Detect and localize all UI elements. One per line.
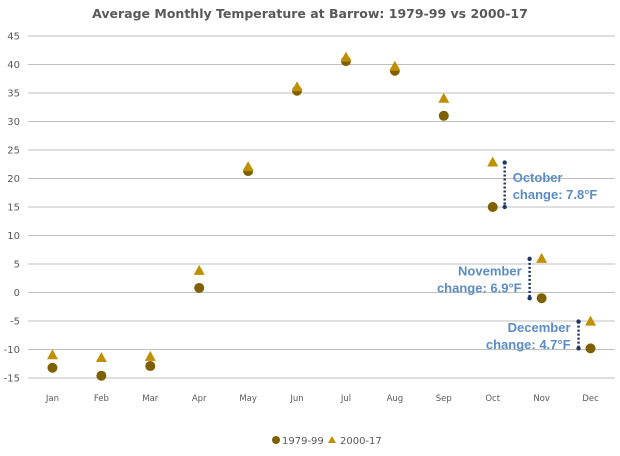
y-tick-label: 0 — [14, 288, 20, 299]
legend-marker-1979-99 — [272, 436, 280, 444]
change-line-cap — [576, 319, 581, 324]
y-tick-label: -15 — [4, 374, 20, 385]
change-line-cap — [502, 204, 507, 210]
y-tick-label: 15 — [7, 203, 20, 214]
x-tick-label: Mar — [142, 394, 159, 404]
x-tick-label: Oct — [485, 394, 500, 404]
point-2000-17 — [389, 60, 401, 71]
x-tick-label: May — [239, 394, 257, 404]
y-tick-label: 40 — [7, 60, 20, 71]
point-2000-17 — [95, 352, 107, 363]
point-1979-99 — [536, 293, 547, 304]
x-axis: Jan Feb Mar Apr May Jun Jul Aug Sep Oct Nov Dec — [45, 394, 599, 404]
point-1979-99 — [585, 343, 596, 354]
annotation-label-Oct: October — [513, 170, 563, 185]
annotation-label-Dec: December — [508, 320, 571, 335]
point-2000-17 — [144, 350, 156, 361]
point-1979-99 — [96, 370, 107, 381]
point-2000-17 — [536, 252, 548, 263]
point-2000-17 — [193, 264, 205, 275]
legend-label-1979-99: 1979-99 — [282, 436, 324, 447]
change-line-cap — [576, 346, 581, 351]
x-tick-label: Apr — [192, 394, 207, 404]
legend: 1979-99 2000-17 — [272, 436, 382, 447]
data-points — [46, 51, 597, 381]
annotation-label-Nov: November — [458, 264, 522, 279]
legend-marker-2000-17 — [328, 436, 336, 443]
point-2000-17 — [242, 161, 254, 172]
y-tick-label: 20 — [7, 174, 20, 185]
annotation-label-Dec: change: 4.7°F — [486, 337, 571, 352]
point-1979-99 — [47, 362, 58, 373]
y-tick-label: 10 — [7, 231, 20, 242]
chart-title: Average Monthly Temperature at Barrow: 1… — [92, 6, 528, 21]
point-2000-17 — [340, 51, 352, 62]
x-tick-label: Jan — [45, 394, 59, 404]
x-tick-label: Sep — [436, 394, 452, 404]
change-line-cap — [502, 160, 507, 165]
point-2000-17 — [438, 92, 450, 103]
y-tick-label: 30 — [7, 117, 20, 128]
x-tick-label: Feb — [94, 394, 109, 404]
point-1979-99 — [145, 361, 156, 372]
point-2000-17 — [291, 81, 303, 92]
legend-label-2000-17: 2000-17 — [340, 436, 382, 447]
y-tick-label: -10 — [4, 345, 20, 356]
y-tick-label: 45 — [7, 32, 20, 43]
y-axis: 45 40 35 30 25 20 15 10 5 0 -5 -10 -15 — [4, 32, 20, 385]
annotations: October change: 7.8°F November change: 6.9°… — [437, 160, 597, 352]
x-tick-label: Nov — [533, 394, 550, 404]
change-line-cap — [527, 256, 532, 262]
y-tick-label: 25 — [7, 146, 20, 157]
x-tick-label: Jun — [289, 394, 303, 404]
point-2000-17 — [487, 156, 499, 167]
x-tick-label: Dec — [582, 394, 599, 404]
point-2000-17 — [585, 315, 597, 326]
change-line-cap — [527, 296, 532, 301]
x-tick-label: Jul — [340, 394, 351, 404]
point-1979-99 — [487, 202, 498, 212]
gridlines — [28, 35, 615, 379]
y-tick-label: -5 — [10, 317, 20, 328]
y-tick-label: 35 — [7, 89, 20, 100]
annotation-label-Oct: change: 7.8°F — [513, 187, 598, 202]
point-2000-17 — [46, 349, 58, 360]
point-1979-99 — [438, 110, 449, 121]
y-tick-label: 5 — [14, 260, 20, 271]
point-1979-99 — [194, 282, 205, 293]
x-tick-label: Aug — [387, 394, 404, 404]
annotation-label-Nov: change: 6.9°F — [437, 281, 522, 296]
